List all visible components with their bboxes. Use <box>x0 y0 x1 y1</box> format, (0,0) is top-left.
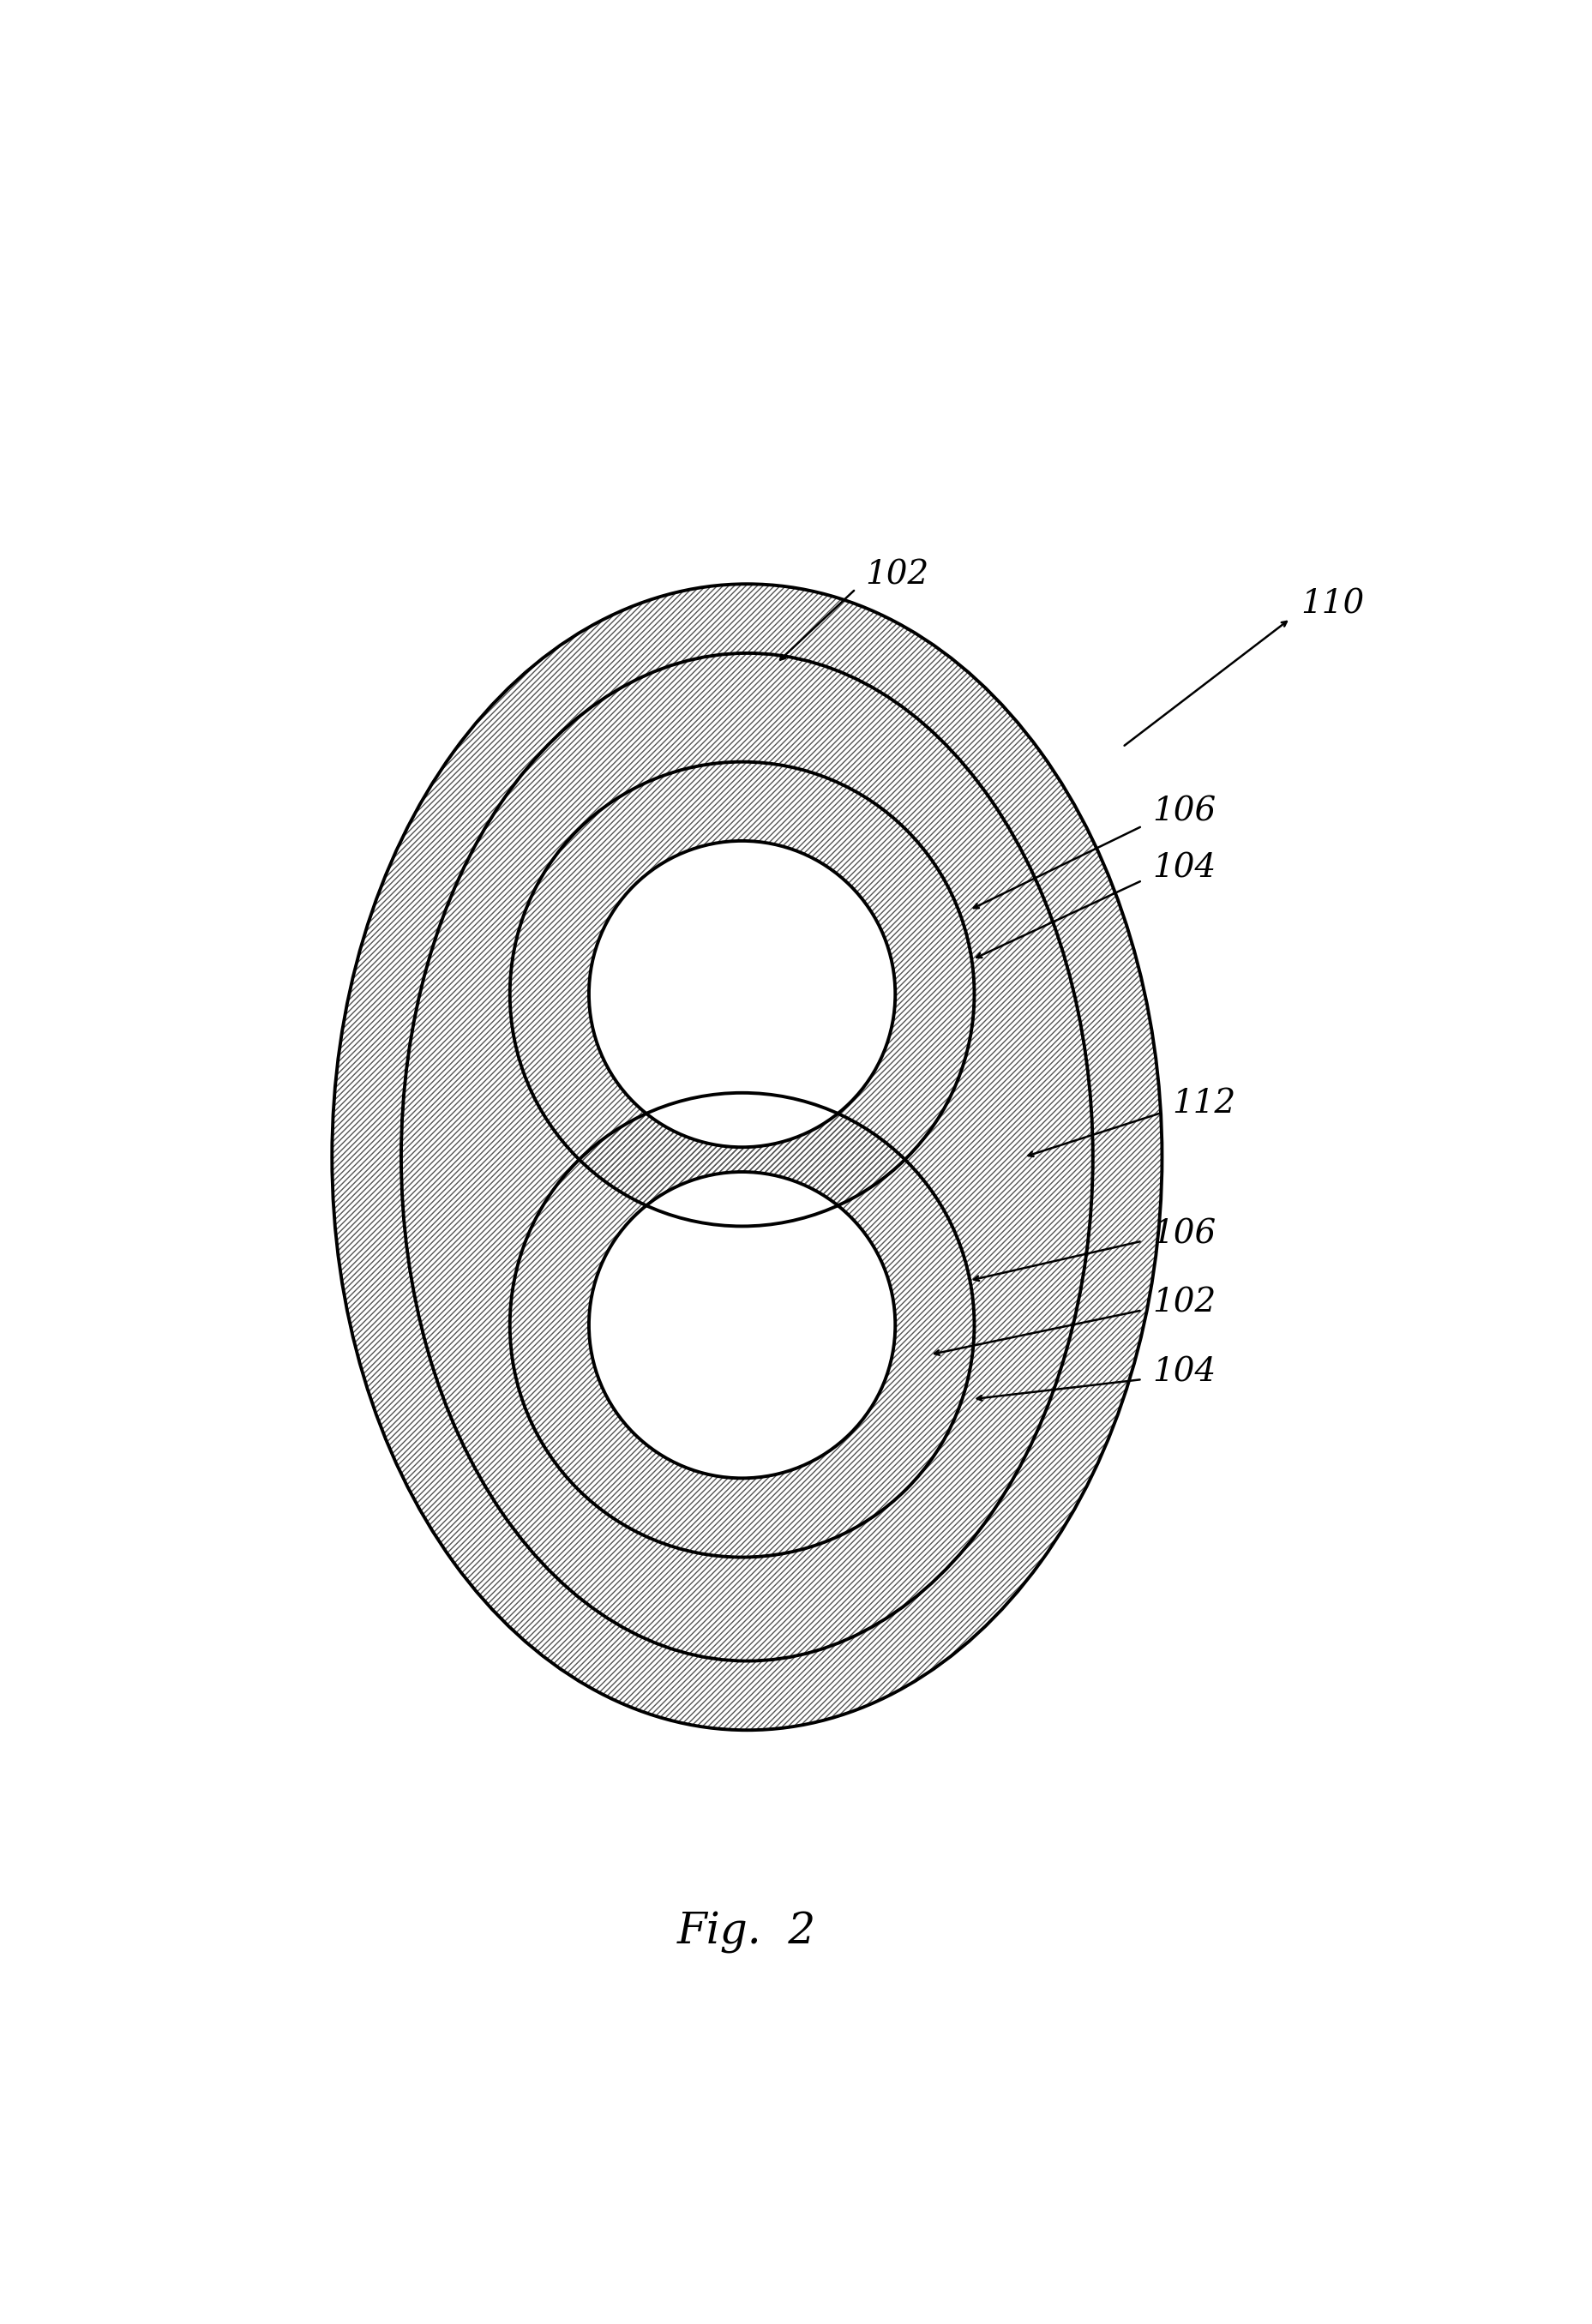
Text: Fig.  2: Fig. 2 <box>677 1910 817 1954</box>
Ellipse shape <box>509 762 974 1227</box>
Ellipse shape <box>509 1092 974 1557</box>
Ellipse shape <box>401 653 1092 1662</box>
Text: 106: 106 <box>1151 1218 1215 1250</box>
Text: 104: 104 <box>1151 1357 1215 1387</box>
Ellipse shape <box>331 583 1162 1729</box>
Text: 106: 106 <box>1151 797 1215 827</box>
Ellipse shape <box>589 841 895 1148</box>
Text: 110: 110 <box>1299 588 1363 621</box>
Text: 112: 112 <box>1172 1088 1235 1120</box>
Text: 102: 102 <box>864 560 928 590</box>
Text: 102: 102 <box>1151 1287 1215 1320</box>
Ellipse shape <box>589 1171 895 1478</box>
Text: 104: 104 <box>1151 853 1215 885</box>
